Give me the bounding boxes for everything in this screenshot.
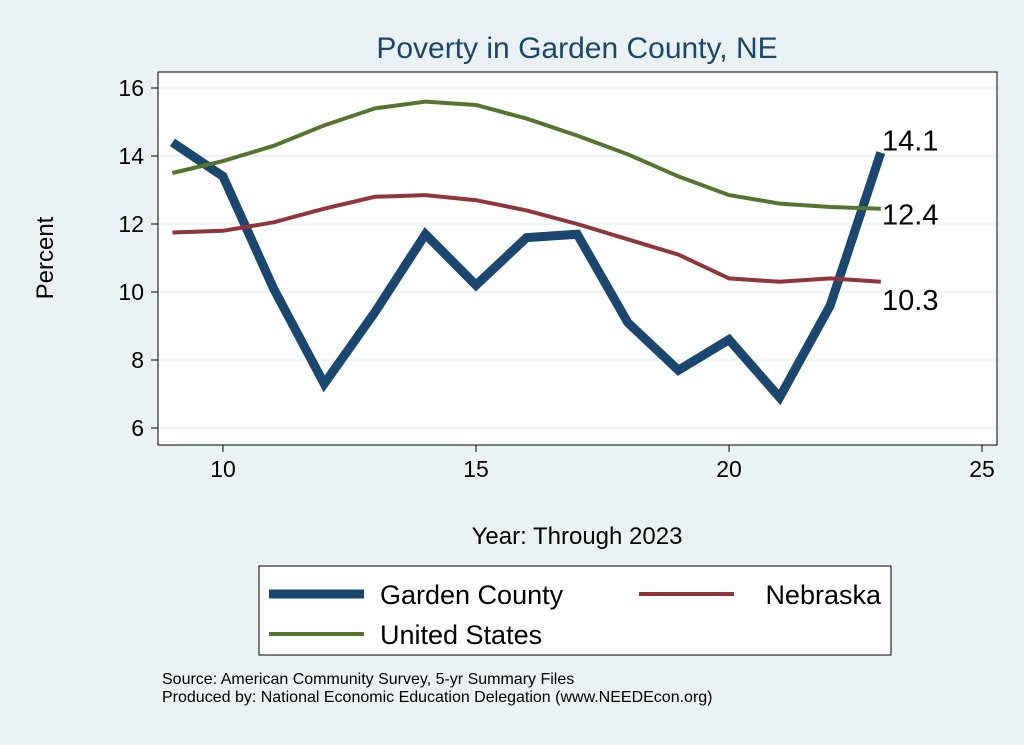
- y-tick-label: 8: [131, 347, 144, 373]
- legend-label: Nebraska: [765, 580, 882, 610]
- x-tick-label: 20: [716, 456, 742, 482]
- x-axis-label: Year: Through 2023: [472, 523, 683, 550]
- y-tick-label: 12: [118, 211, 144, 237]
- series-line-garden-county: [169, 138, 886, 406]
- y-axis-label: Percent: [32, 216, 59, 299]
- y-tick-label: 14: [118, 143, 144, 169]
- source-note: Source: American Community Survey, 5-yr …: [162, 671, 575, 688]
- legend-label: United States: [380, 620, 542, 650]
- y-tick-label: 16: [118, 75, 144, 101]
- x-tick-label: 15: [463, 456, 489, 482]
- legend: [258, 565, 892, 656]
- y-tick-label: 10: [118, 279, 144, 305]
- x-tick-label: 10: [210, 456, 236, 482]
- produced-note: Produced by: National Economic Education…: [162, 689, 713, 706]
- end-label: 10.3: [882, 285, 938, 317]
- end-label: 12.4: [882, 200, 938, 232]
- series-line-united-states: [171, 99, 881, 211]
- chart-title: Poverty in Garden County, NE: [376, 32, 777, 65]
- x-tick-label: 25: [969, 456, 995, 482]
- y-tick-label: 6: [131, 415, 144, 441]
- plot-area: [157, 71, 998, 446]
- legend-label: Garden County: [380, 580, 564, 610]
- series-line-nebraska: [172, 193, 881, 284]
- end-label: 14.1: [882, 126, 938, 158]
